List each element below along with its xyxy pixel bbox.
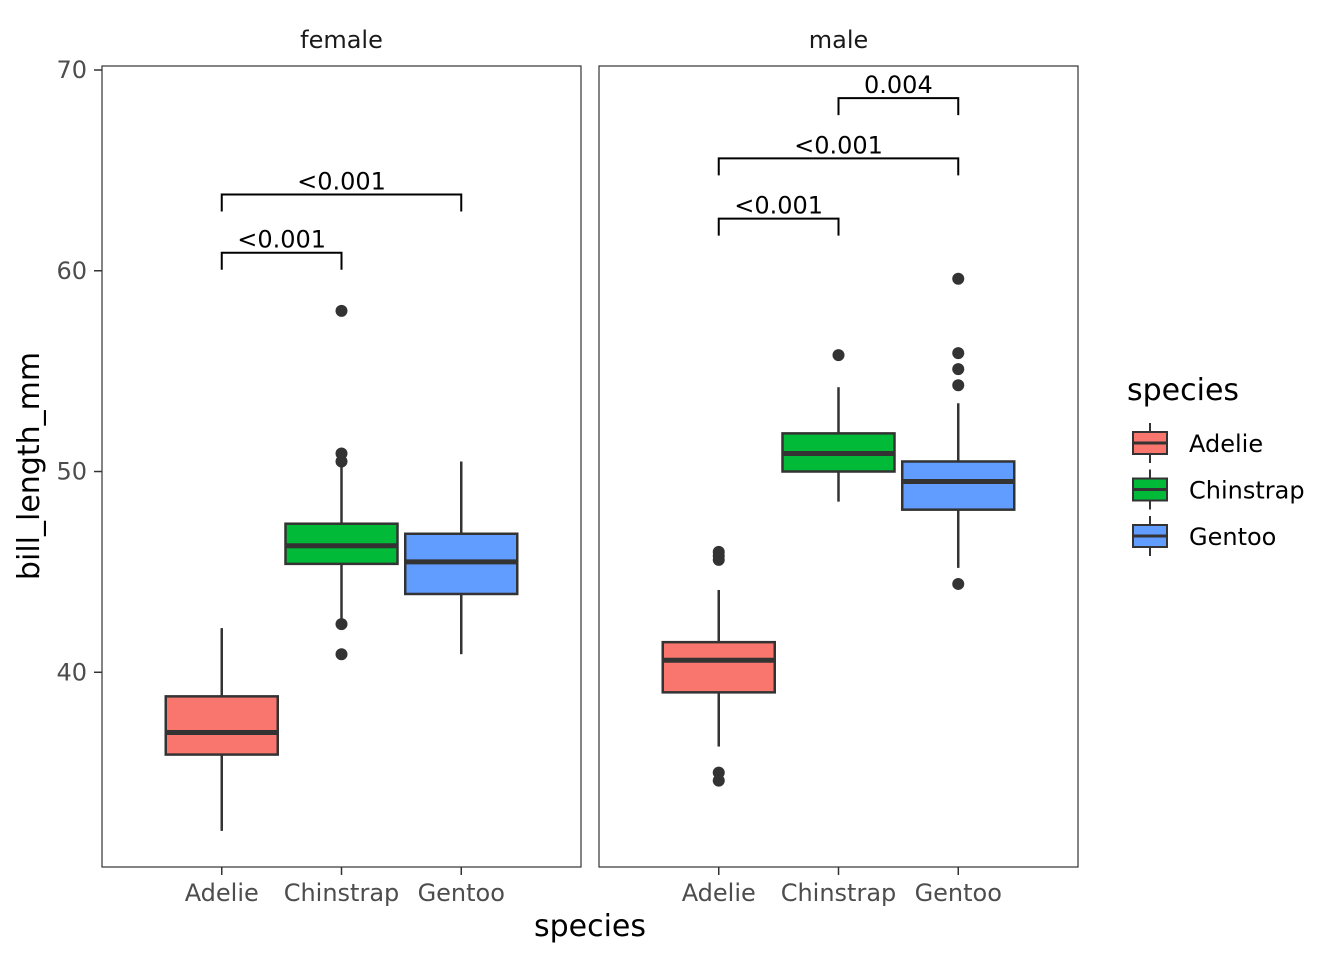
x-tick-label: Adelie xyxy=(185,879,259,907)
significance-bracket: <0.001 xyxy=(220,226,343,270)
y-tick-label: 40 xyxy=(56,658,87,686)
facet-panel-male: male Adelie Chinstrap Gentoo <0.001 <0.001 0.0… xyxy=(598,26,1079,907)
outlier-point xyxy=(952,577,965,590)
significance-bracket: <0.001 xyxy=(717,192,840,236)
legend-label: Chinstrap xyxy=(1189,477,1305,505)
outlier-point xyxy=(712,766,725,779)
p-value-label: <0.001 xyxy=(237,226,326,254)
significance-bracket: <0.001 xyxy=(717,131,960,176)
box-gentoo xyxy=(901,272,1016,590)
facet-strip-label: male xyxy=(809,26,869,54)
significance-bracket: 0.004 xyxy=(837,71,960,116)
x-tick-label: Chinstrap xyxy=(284,879,400,907)
x-tick-label: Gentoo xyxy=(915,879,1002,907)
facet-strip-label: female xyxy=(300,26,383,54)
legend: species Adelie Chinstrap Gentoo xyxy=(1127,373,1305,556)
outlier-point xyxy=(335,447,348,460)
box-chinstrap xyxy=(781,349,896,502)
bracket-line xyxy=(717,157,960,176)
legend-entry-gentoo: Gentoo xyxy=(1132,516,1276,556)
outlier-point xyxy=(335,648,348,661)
box-chinstrap xyxy=(284,304,399,661)
y-tick-label: 60 xyxy=(56,257,87,285)
x-tick-label: Gentoo xyxy=(418,879,505,907)
bracket-line xyxy=(717,217,840,236)
legend-label: Gentoo xyxy=(1189,523,1276,551)
x-tick-label: Adelie xyxy=(682,879,756,907)
box-iqr xyxy=(901,460,1016,511)
box-iqr xyxy=(661,640,776,694)
box-adelie xyxy=(164,628,279,831)
significance-bracket: <0.001 xyxy=(220,167,463,212)
x-axis-title: species xyxy=(534,909,646,944)
x-tick-label: Chinstrap xyxy=(781,879,897,907)
outlier-point xyxy=(712,545,725,558)
bracket-line xyxy=(220,251,343,270)
y-tick-label: 70 xyxy=(56,56,87,84)
box-adelie xyxy=(661,545,776,787)
p-value-label: <0.001 xyxy=(297,167,386,195)
box-iqr xyxy=(164,695,279,756)
legend-label: Adelie xyxy=(1189,430,1263,458)
outlier-point xyxy=(832,349,845,362)
outlier-point xyxy=(952,363,965,376)
p-value-label: <0.001 xyxy=(794,131,883,159)
outlier-point xyxy=(335,618,348,631)
outlier-point xyxy=(952,347,965,360)
outlier-point xyxy=(335,304,348,317)
outlier-point xyxy=(952,379,965,392)
legend-title: species xyxy=(1127,373,1239,408)
y-axis-title: bill_length_mm xyxy=(12,352,47,580)
legend-entry-chinstrap: Chinstrap xyxy=(1132,469,1305,510)
legend-entry-adelie: Adelie xyxy=(1132,423,1263,463)
bracket-line xyxy=(837,97,960,116)
box-gentoo xyxy=(404,461,519,655)
p-value-label: 0.004 xyxy=(864,71,933,99)
outlier-point xyxy=(952,272,965,285)
y-tick-label: 50 xyxy=(56,458,87,486)
facet-panel-female: female Adelie Chinstrap Gentoo <0.001 <0.001 xyxy=(101,26,582,907)
y-axis: 40 50 60 70 xyxy=(56,56,102,686)
bracket-line xyxy=(220,193,463,212)
p-value-label: <0.001 xyxy=(734,192,823,220)
